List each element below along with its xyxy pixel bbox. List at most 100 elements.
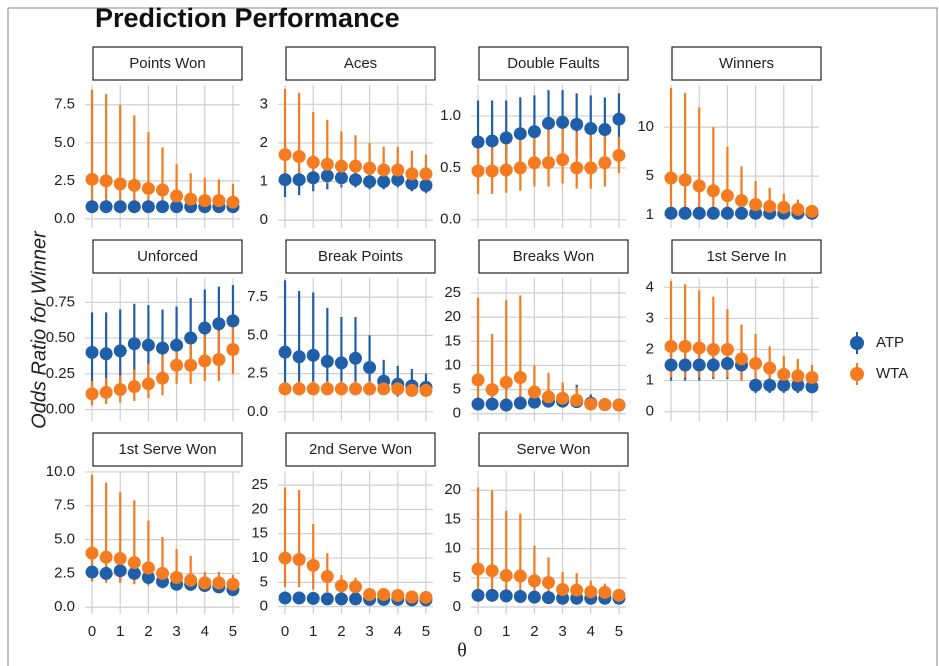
y-tick-label: 1 xyxy=(260,173,268,190)
y-tick-label: 0.5 xyxy=(440,159,461,176)
point xyxy=(706,343,720,356)
point xyxy=(499,131,513,145)
x-tick-label: 1 xyxy=(502,623,510,640)
point xyxy=(749,356,763,370)
y-tick-label: 2.5 xyxy=(247,365,268,382)
point xyxy=(692,341,706,355)
point xyxy=(570,583,584,597)
point xyxy=(485,383,499,397)
y-tick-label: 0.0 xyxy=(440,211,461,228)
legend-marker xyxy=(850,336,864,350)
y-tick-label: 1.0 xyxy=(440,107,461,124)
point xyxy=(292,150,306,163)
point xyxy=(334,382,348,396)
point xyxy=(85,172,99,186)
y-tick-label: 2.5 xyxy=(54,172,75,189)
y-axis-label: Odds Ratio for Winner xyxy=(28,230,50,429)
strip xyxy=(478,432,629,467)
point xyxy=(527,125,541,139)
point xyxy=(170,200,184,214)
point xyxy=(212,576,226,590)
y-tick-label: 15 xyxy=(251,525,268,542)
point xyxy=(363,382,377,396)
point xyxy=(763,361,777,375)
point xyxy=(692,179,706,193)
point xyxy=(612,588,626,602)
point xyxy=(320,592,334,606)
y-tick-label: 7.5 xyxy=(54,96,75,113)
y-tick-label: 0 xyxy=(453,405,461,422)
y-tick-label: 20 xyxy=(251,500,268,517)
strip xyxy=(285,239,436,274)
point xyxy=(598,398,612,412)
point xyxy=(485,164,499,178)
point xyxy=(527,395,541,409)
point xyxy=(405,590,419,604)
point xyxy=(678,339,692,353)
point xyxy=(485,397,499,411)
point xyxy=(556,153,570,167)
x-tick-label: 5 xyxy=(229,623,237,640)
point xyxy=(777,378,791,392)
panel-title: 2nd Serve Won xyxy=(309,441,412,458)
y-tick-label: 10 xyxy=(444,356,461,373)
point xyxy=(598,123,612,137)
point xyxy=(471,588,485,602)
point xyxy=(99,385,113,399)
point xyxy=(664,358,678,372)
panel-title: Break Points xyxy=(318,248,403,265)
y-tick-label: 0.25 xyxy=(46,365,75,382)
point xyxy=(320,570,334,584)
point xyxy=(278,591,292,605)
point xyxy=(692,206,706,220)
point xyxy=(598,156,612,170)
x-tick-label: 1 xyxy=(116,623,124,640)
point xyxy=(471,135,485,149)
point xyxy=(85,387,99,401)
point xyxy=(612,112,626,126)
point xyxy=(570,117,584,131)
point xyxy=(113,552,127,566)
y-tick-label: 5 xyxy=(646,167,654,184)
point xyxy=(513,569,527,583)
point xyxy=(99,550,113,564)
point xyxy=(791,369,805,383)
point xyxy=(198,321,212,335)
point xyxy=(706,206,720,220)
point xyxy=(556,391,570,405)
point xyxy=(226,577,240,591)
panel-title: Double Faults xyxy=(507,55,600,72)
y-tick-label: 7.5 xyxy=(54,497,75,514)
x-tick-label: 2 xyxy=(337,623,345,640)
point xyxy=(292,591,306,605)
point xyxy=(85,345,99,359)
point xyxy=(805,380,819,394)
panel-title: 1st Serve Won xyxy=(118,441,216,458)
x-tick-label: 5 xyxy=(422,623,430,640)
x-tick-label: 0 xyxy=(474,623,482,640)
point xyxy=(278,173,292,187)
strip xyxy=(478,239,629,274)
strip xyxy=(285,46,436,81)
point xyxy=(226,314,240,328)
point xyxy=(720,356,734,370)
point xyxy=(419,590,433,604)
point xyxy=(678,173,692,187)
point xyxy=(278,148,292,162)
point xyxy=(127,380,141,394)
point xyxy=(170,189,184,203)
point xyxy=(306,155,320,169)
point xyxy=(141,570,155,584)
point xyxy=(777,200,791,214)
point xyxy=(306,591,320,605)
y-tick-label: 3 xyxy=(260,95,268,112)
y-tick-label: 5.0 xyxy=(247,326,268,343)
point xyxy=(212,353,226,367)
point xyxy=(749,197,763,211)
point xyxy=(306,382,320,396)
point xyxy=(556,582,570,596)
point xyxy=(513,127,527,141)
point xyxy=(127,556,141,570)
y-tick-label: 5.0 xyxy=(54,531,75,548)
